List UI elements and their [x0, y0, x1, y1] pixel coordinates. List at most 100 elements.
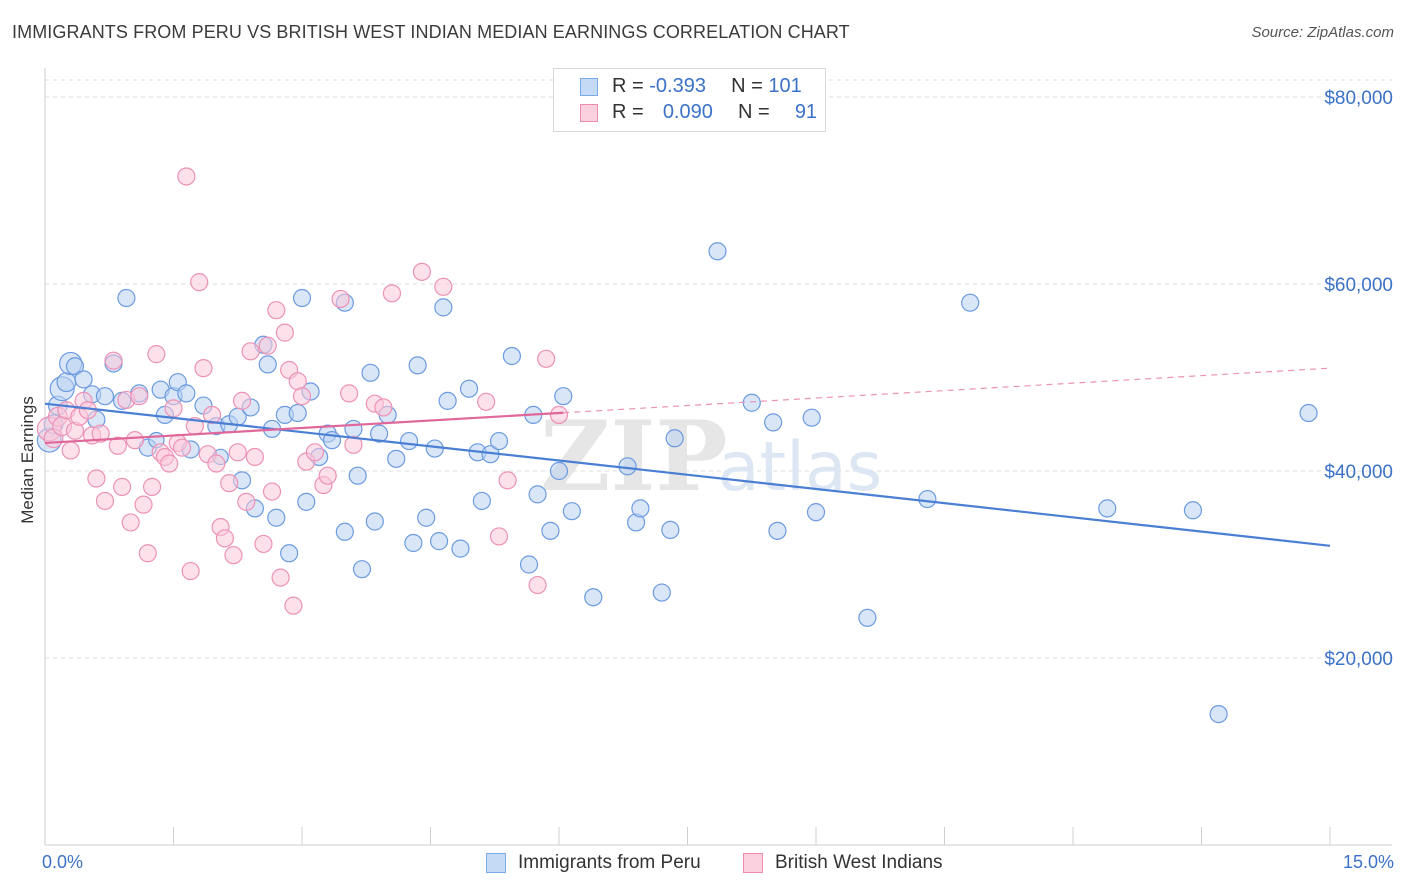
point-bwi — [344, 435, 363, 454]
trendline-bwi-extension — [563, 367, 1331, 414]
legend-n-label: N = — [738, 101, 770, 123]
point-peru — [584, 588, 603, 607]
point-peru — [918, 489, 937, 509]
point-bwi — [142, 477, 162, 496]
chart-source: Source: ZipAtlas.com — [1251, 24, 1394, 41]
point-bwi — [202, 405, 222, 424]
point-peru — [370, 424, 389, 443]
point-bwi — [318, 466, 337, 485]
legend-r-label: R = — [612, 75, 644, 97]
point-bwi — [78, 401, 97, 420]
point-peru — [292, 288, 312, 308]
point-peru — [806, 503, 826, 522]
point-bwi — [172, 438, 192, 457]
point-peru — [352, 560, 372, 579]
point-bwi — [498, 471, 517, 490]
point-peru — [365, 512, 384, 531]
point-peru — [528, 485, 547, 504]
legend-n-value-bwi: 91 — [794, 101, 818, 123]
bottom-legend-swatch-peru — [486, 853, 506, 873]
point-bwi — [160, 454, 179, 473]
legend-r-value-peru: -0.393 — [649, 75, 706, 97]
legend-n-label: N = — [731, 75, 763, 97]
point-peru — [618, 457, 637, 476]
trendline-peru — [44, 402, 1331, 547]
point-peru — [451, 539, 470, 558]
point-peru — [74, 370, 93, 389]
point-bwi — [271, 568, 290, 587]
point-bwi — [237, 492, 256, 511]
point-peru — [1183, 501, 1203, 520]
legend-swatch-bwi — [580, 104, 598, 122]
point-peru — [117, 288, 136, 308]
point-peru — [434, 298, 453, 317]
point-bwi — [262, 482, 282, 501]
point-peru — [858, 608, 877, 627]
legend-r-value-bwi: 0.090 — [662, 101, 713, 123]
watermark-zip: ZIP — [540, 400, 727, 513]
point-bwi — [220, 474, 239, 493]
point-peru — [280, 544, 299, 563]
point-bwi — [232, 391, 252, 410]
point-bwi — [87, 469, 106, 488]
point-bwi — [305, 443, 324, 462]
point-bwi — [254, 534, 273, 554]
point-peru — [404, 533, 423, 553]
point-bwi — [412, 262, 432, 281]
point-bwi — [91, 424, 110, 443]
point-peru — [361, 363, 380, 382]
point-bwi — [147, 345, 166, 364]
y-tick-label: $60,000 — [1324, 275, 1393, 296]
point-peru — [399, 431, 419, 451]
point-peru — [652, 583, 671, 602]
point-peru — [489, 431, 509, 451]
point-bwi — [164, 399, 183, 418]
point-bwi — [331, 289, 350, 309]
point-bwi — [121, 513, 140, 532]
point-peru — [708, 242, 727, 261]
point-peru — [764, 413, 783, 432]
point-peru — [348, 466, 367, 485]
point-peru — [472, 491, 491, 511]
point-bwi — [215, 529, 234, 548]
point-peru — [502, 346, 521, 366]
point-peru — [1299, 403, 1318, 423]
point-bwi — [241, 342, 260, 361]
point-peru — [344, 419, 363, 439]
point-bwi — [382, 284, 402, 303]
point-peru — [425, 439, 444, 458]
point-peru — [459, 379, 479, 398]
point-peru — [408, 356, 427, 375]
point-bwi — [112, 477, 132, 496]
point-bwi — [108, 436, 127, 455]
point-peru — [56, 372, 77, 393]
point-peru — [742, 393, 761, 412]
watermark-atlas: atlas — [718, 428, 882, 507]
legend-r-label: R = — [612, 101, 644, 123]
point-peru — [177, 384, 196, 403]
x-tick-label-min: 0.0% — [42, 852, 84, 872]
point-peru — [65, 357, 85, 376]
point-bwi — [138, 544, 157, 563]
point-bwi — [125, 431, 145, 450]
bottom-legend-swatch-bwi — [743, 853, 763, 873]
point-peru — [562, 502, 581, 521]
y-tick-label: $40,000 — [1324, 462, 1393, 483]
point-bwi — [245, 447, 264, 467]
point-bwi — [190, 273, 209, 292]
point-bwi — [549, 405, 569, 424]
bottom-legend-label-bwi: British West Indians — [775, 852, 943, 873]
point-bwi — [489, 527, 509, 546]
point-peru — [631, 499, 650, 518]
y-tick-label: $80,000 — [1324, 88, 1393, 109]
point-peru — [665, 429, 684, 448]
point-bwi — [275, 323, 294, 342]
point-peru — [554, 387, 573, 406]
point-bwi — [477, 392, 496, 411]
point-bwi — [134, 495, 153, 514]
point-peru — [661, 520, 680, 540]
point-peru — [768, 521, 787, 540]
point-bwi — [528, 575, 547, 595]
point-bwi — [181, 561, 200, 581]
